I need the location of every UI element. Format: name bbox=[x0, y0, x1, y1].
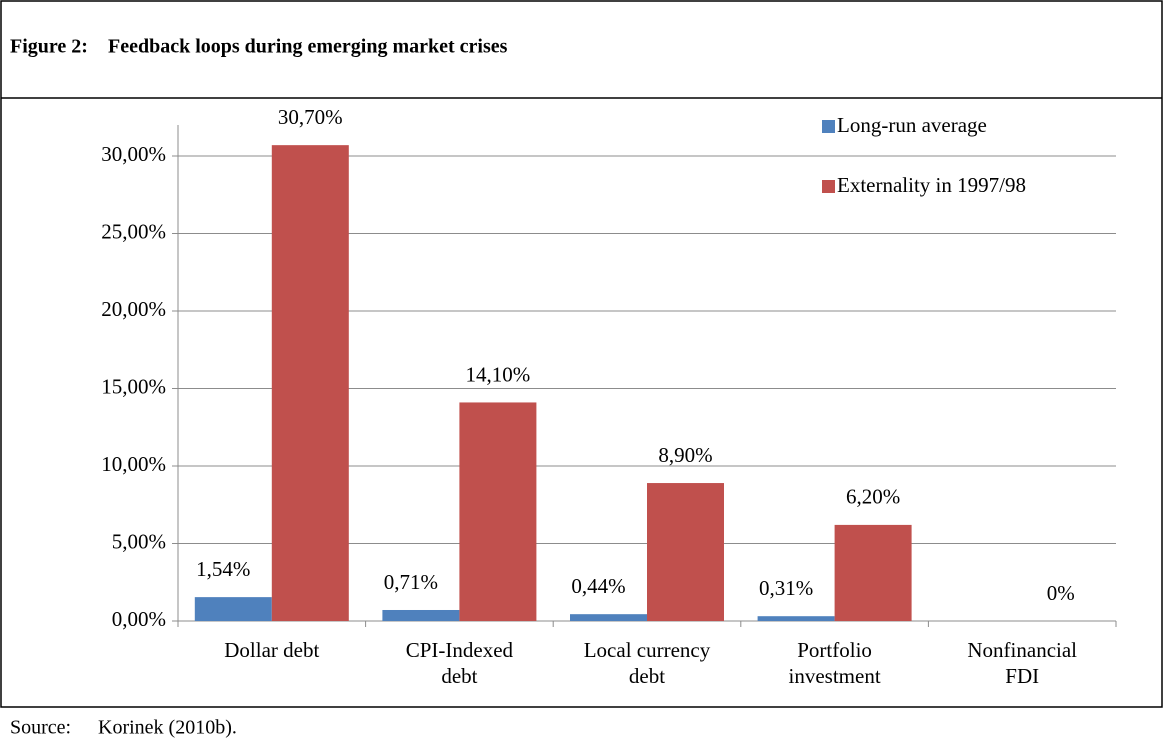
y-tick-label: 25,00% bbox=[101, 219, 166, 243]
y-tick-label: 0,00% bbox=[112, 607, 166, 631]
chart-title: Feedback loops during emerging market cr… bbox=[108, 36, 508, 58]
x-tick-label: Local currency debt bbox=[584, 638, 711, 688]
data-label: 0,31% bbox=[759, 576, 813, 600]
bar bbox=[194, 597, 272, 621]
x-tick-label: Nonfinancial FDI bbox=[967, 638, 1077, 688]
y-tick-label: 30,00% bbox=[101, 142, 166, 166]
source-label: Source: bbox=[10, 717, 71, 739]
data-label: 6,20% bbox=[846, 485, 900, 509]
legend-swatch bbox=[822, 180, 835, 193]
legend-label: Externality in 1997/98 bbox=[837, 173, 1026, 197]
y-tick-label: 20,00% bbox=[101, 297, 166, 321]
bar bbox=[757, 616, 835, 621]
y-tick-label: 5,00% bbox=[112, 529, 166, 553]
data-label: 0,71% bbox=[384, 570, 438, 594]
data-label: 8,90% bbox=[658, 443, 712, 467]
legend-swatch bbox=[822, 120, 835, 133]
source: Korinek (2010b). bbox=[98, 717, 237, 739]
frame bbox=[0, 0, 1163, 708]
bar bbox=[570, 614, 647, 621]
data-label: 0,44% bbox=[571, 574, 625, 598]
legend-label: Long-run average bbox=[837, 113, 987, 137]
x-tick-label: Dollar debt bbox=[224, 638, 319, 662]
data-label: 30,70% bbox=[278, 105, 343, 129]
bar bbox=[271, 145, 349, 621]
data-label: 14,10% bbox=[466, 362, 531, 386]
bar bbox=[647, 483, 724, 621]
y-tick-label: 10,00% bbox=[101, 452, 166, 476]
bar bbox=[834, 524, 912, 621]
data-label: 1,54% bbox=[196, 557, 250, 581]
x-tick-label: Portfolio investment bbox=[789, 638, 881, 688]
data-label: 0% bbox=[1047, 581, 1075, 605]
bar bbox=[459, 402, 537, 621]
x-tick-label: CPI-Indexed debt bbox=[406, 638, 514, 688]
figure-label: Figure 2: bbox=[10, 36, 88, 58]
bar bbox=[382, 609, 460, 621]
y-tick-label: 15,00% bbox=[101, 374, 166, 398]
